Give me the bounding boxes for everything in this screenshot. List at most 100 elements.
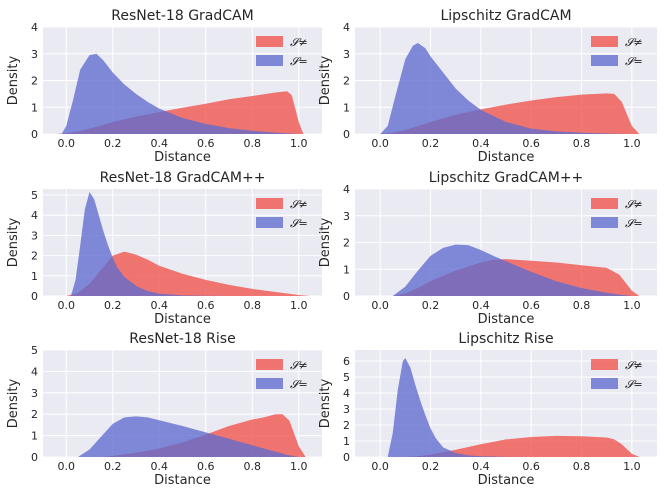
panel-title: ResNet-18 GradCAM xyxy=(111,8,253,24)
x-tick-label: 1.0 xyxy=(290,299,308,312)
chart-panel: 0.0 0.2 0.4 0.6 0.8 1.0 0 1 2 3 4 5 𝓢≠ 𝓢= ResNet-18 Ri… xyxy=(6,331,322,488)
x-tick-label: 0.4 xyxy=(151,460,169,473)
panel-title: ResNet-18 GradCAM++ xyxy=(100,170,266,186)
panel-title: Lipschitz GradCAM++ xyxy=(429,170,584,186)
x-tick-label: 0.6 xyxy=(197,299,215,312)
legend-swatch xyxy=(591,217,618,228)
y-tick-label: 0 xyxy=(343,128,350,141)
density-area-s-eq xyxy=(387,357,532,457)
x-tick-label: 0.8 xyxy=(573,299,591,312)
legend-swatch xyxy=(591,36,618,47)
y-tick-label: 4 xyxy=(31,365,38,378)
legend-label: 𝓢= xyxy=(625,378,643,391)
legend-swatch xyxy=(591,359,618,370)
legend-label: 𝓢= xyxy=(625,55,643,68)
x-tick-label: 0.8 xyxy=(573,137,591,150)
x-tick-label: 1.0 xyxy=(623,137,641,150)
density-area-s-eq xyxy=(392,244,632,296)
x-tick-label: 0.0 xyxy=(58,137,76,150)
panel-title: ResNet-18 Rise xyxy=(129,331,235,347)
x-axis-label: Distance xyxy=(154,150,211,165)
density-area-s-neq xyxy=(405,435,640,457)
x-tick-label: 1.0 xyxy=(623,460,641,473)
x-tick-label: 0.2 xyxy=(422,137,440,150)
legend-swatch xyxy=(256,378,283,389)
x-tick-label: 0.6 xyxy=(522,299,540,312)
x-tick-label: 0.4 xyxy=(472,137,490,150)
y-tick-label: 2 xyxy=(31,75,38,88)
x-tick-label: 1.0 xyxy=(290,460,308,473)
legend-label: 𝓢= xyxy=(625,217,643,230)
y-tick-label: 1 xyxy=(31,270,38,283)
legend-label: 𝓢≠ xyxy=(290,198,308,211)
chart-panel: 0.0 0.2 0.4 0.6 0.8 1.0 0 1 2 3 4 𝓢≠ 𝓢= Lipschitz Gra… xyxy=(318,170,657,327)
legend-label: 𝓢≠ xyxy=(625,359,643,372)
x-tick-label: 0.8 xyxy=(244,299,262,312)
x-tick-label: 0.0 xyxy=(58,460,76,473)
y-axis-label: Density xyxy=(318,55,333,105)
y-axis-label: Density xyxy=(318,217,333,267)
y-tick-label: 3 xyxy=(343,210,350,223)
legend-label: 𝓢= xyxy=(290,217,308,230)
x-tick-label: 0.2 xyxy=(422,460,440,473)
legend-swatch xyxy=(591,378,618,389)
legend-swatch xyxy=(591,55,618,66)
y-tick-label: 3 xyxy=(31,229,38,242)
x-tick-label: 0.8 xyxy=(573,460,591,473)
x-tick-label: 0.4 xyxy=(151,299,169,312)
x-tick-label: 0.4 xyxy=(472,460,490,473)
y-tick-label: 1 xyxy=(343,263,350,276)
x-tick-label: 0.6 xyxy=(197,137,215,150)
y-tick-label: 5 xyxy=(343,371,350,384)
y-tick-label: 0 xyxy=(343,451,350,464)
y-axis-label: Density xyxy=(6,378,21,428)
y-tick-label: 2 xyxy=(343,419,350,432)
y-tick-label: 0 xyxy=(31,128,38,141)
y-tick-label: 1 xyxy=(31,101,38,114)
legend-label: 𝓢= xyxy=(290,378,308,391)
panel-title: Lipschitz Rise xyxy=(458,331,553,347)
y-tick-label: 4 xyxy=(343,21,350,34)
x-tick-label: 1.0 xyxy=(290,137,308,150)
x-tick-label: 0.0 xyxy=(58,299,76,312)
y-tick-label: 4 xyxy=(343,183,350,196)
x-axis-label: Distance xyxy=(154,473,211,488)
x-axis-label: Distance xyxy=(478,312,535,327)
density-area-s-eq xyxy=(70,192,230,296)
legend-swatch xyxy=(256,55,283,66)
legend-swatch xyxy=(256,217,283,228)
y-tick-label: 2 xyxy=(343,237,350,250)
x-tick-label: 1.0 xyxy=(623,299,641,312)
y-tick-label: 5 xyxy=(31,189,38,202)
x-tick-label: 0.4 xyxy=(151,137,169,150)
y-tick-label: 3 xyxy=(31,387,38,400)
chart-panel: 0.0 0.2 0.4 0.6 0.8 1.0 0 1 2 3 4 𝓢≠ 𝓢= ResNet-18 Gra… xyxy=(6,8,322,165)
legend-label: 𝓢= xyxy=(290,55,308,68)
legend-swatch xyxy=(256,198,283,209)
legend-swatch xyxy=(591,198,618,209)
y-tick-label: 1 xyxy=(31,430,38,443)
legend-swatch xyxy=(256,36,283,47)
chart-panel: 0.0 0.2 0.4 0.6 0.8 1.0 0 1 2 3 4 𝓢≠ 𝓢= Lipschitz Gra… xyxy=(318,8,657,165)
x-tick-label: 0.6 xyxy=(197,460,215,473)
y-tick-label: 2 xyxy=(343,75,350,88)
y-tick-label: 0 xyxy=(31,451,38,464)
y-tick-label: 3 xyxy=(343,48,350,61)
density-area-s-eq xyxy=(77,416,299,457)
x-tick-label: 0.0 xyxy=(371,460,389,473)
y-tick-label: 4 xyxy=(31,21,38,34)
x-axis-label: Distance xyxy=(154,312,211,327)
x-tick-label: 0.6 xyxy=(522,137,540,150)
legend-label: 𝓢≠ xyxy=(625,36,643,49)
x-tick-label: 0.2 xyxy=(104,460,122,473)
x-tick-label: 0.0 xyxy=(371,299,389,312)
y-tick-label: 4 xyxy=(343,387,350,400)
x-axis-label: Distance xyxy=(478,473,535,488)
y-tick-label: 5 xyxy=(31,344,38,357)
x-tick-label: 0.4 xyxy=(472,299,490,312)
density-area-s-eq xyxy=(380,43,632,134)
y-tick-label: 1 xyxy=(343,435,350,448)
legend-label: 𝓢≠ xyxy=(625,198,643,211)
x-tick-label: 0.8 xyxy=(244,137,262,150)
